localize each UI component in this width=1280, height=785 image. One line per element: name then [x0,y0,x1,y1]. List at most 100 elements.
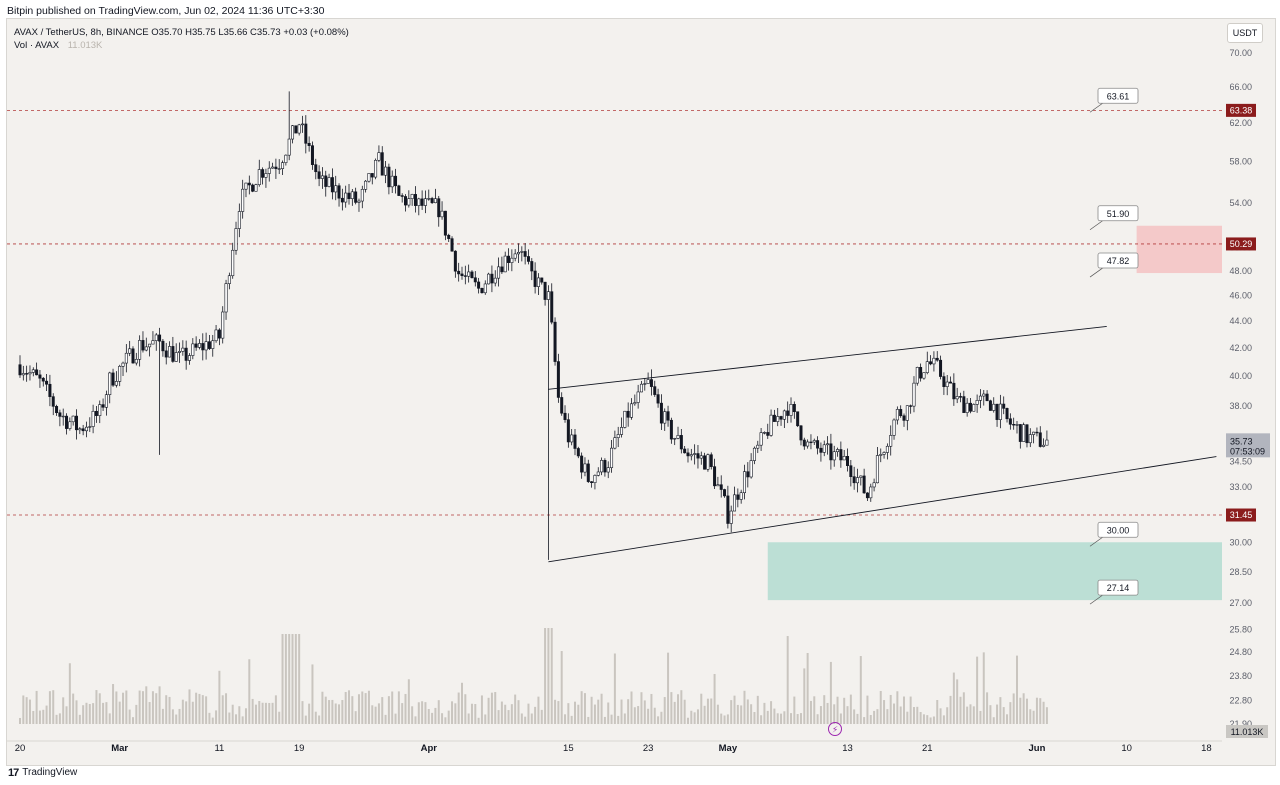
volume-bar [185,701,188,724]
volume-bar [248,659,251,724]
level-price-tag [1226,508,1256,522]
candle-body [872,482,876,488]
symbol-line: AVAX / TetherUS, 8h, BINANCE O35.70 H35.… [14,27,349,38]
candle-body [211,340,215,349]
candle-body [806,441,810,447]
candle-body [467,271,471,277]
volume-bar [161,708,164,724]
volume-bar [467,713,470,724]
candle-body [852,476,856,484]
candle-body [716,484,720,487]
volume-bar [225,693,228,724]
candle-body [915,367,919,384]
volume-bar [706,698,709,724]
candle-body [440,210,444,218]
y-tick-label: 30.00 [1229,537,1252,547]
candle-body [633,402,637,405]
candle-body [669,419,673,440]
candle-body [154,334,158,341]
volume-bar [996,704,999,724]
candle-body [536,277,540,287]
volume-bar [274,695,277,724]
candle-body [580,455,584,473]
volume-bar [823,695,826,724]
volume-bar [650,693,653,724]
volume-bar [637,706,640,724]
candle-body [507,255,511,263]
volume-bar [1025,698,1028,724]
currency-selector[interactable]: USDT [1227,23,1263,43]
candle-body [620,427,624,435]
volume-bar [716,704,719,724]
volume-bar [653,707,656,724]
volume-bar [251,698,254,724]
volume-bar [849,694,852,724]
candle-body [364,180,368,190]
volume-bar [976,656,979,724]
candle-body [925,361,929,373]
volume-bar [1012,693,1015,724]
candle-body [261,169,265,178]
candle-body [590,481,594,484]
callout-label: 30.00 [1107,525,1130,535]
volume-bar [690,710,693,724]
callout-label: 27.14 [1107,583,1130,593]
candle-body [420,198,424,206]
volume-bar [507,710,510,724]
volume-bar [218,670,221,724]
volume-bar [633,707,636,724]
candle-body [227,275,231,284]
volume-bar [899,706,902,724]
volume-bar [351,696,354,724]
volume-bar [527,703,530,724]
volume-bar [1042,701,1045,724]
volume-bar [391,691,394,724]
volume-bar [766,710,769,724]
candle-body [782,410,786,420]
volume-bar [816,714,819,724]
volume-bar [397,691,400,724]
candle-body [427,198,431,200]
candle-body [374,159,378,178]
volume-bar [371,705,374,724]
candle-body [463,275,467,277]
candle-body [626,410,630,418]
volume-bar [773,708,776,724]
candle-body [174,352,178,362]
chart-legend: AVAX / TetherUS, 8h, BINANCE O35.70 H35.… [14,26,349,52]
candle-body [573,434,577,449]
candle-body [194,343,198,348]
candle-body [965,402,969,413]
candle-body [603,460,607,473]
candle-body [693,453,697,455]
candle-body [949,381,953,384]
volume-bar [863,717,866,724]
candle-body [719,484,723,490]
candle-body [168,346,172,358]
candle-body [968,402,972,412]
candle-body [41,377,45,382]
volume-bar [1039,698,1042,724]
volume-bar [643,700,646,724]
volume-bar [730,700,733,724]
candle-body [503,255,507,273]
published-text: Bitpin published on TradingView.com, Jun… [7,5,325,17]
candle-body [178,351,182,353]
volume-bar [414,716,417,724]
volume-bar [95,690,98,724]
volume-bar [451,701,454,724]
candle-body [616,434,620,438]
x-tick-label: 20 [15,743,26,754]
x-tick-label: Mar [111,743,128,754]
volume-bar [677,694,680,724]
callout-label: 63.61 [1107,91,1130,101]
volume-bar [341,700,344,724]
candle-body [25,373,29,375]
candle-body [932,357,936,365]
volume-bar [936,699,939,724]
candle-body [31,369,35,373]
callout-box [1097,205,1139,222]
candle-body [360,188,364,202]
candle-body [869,486,873,499]
